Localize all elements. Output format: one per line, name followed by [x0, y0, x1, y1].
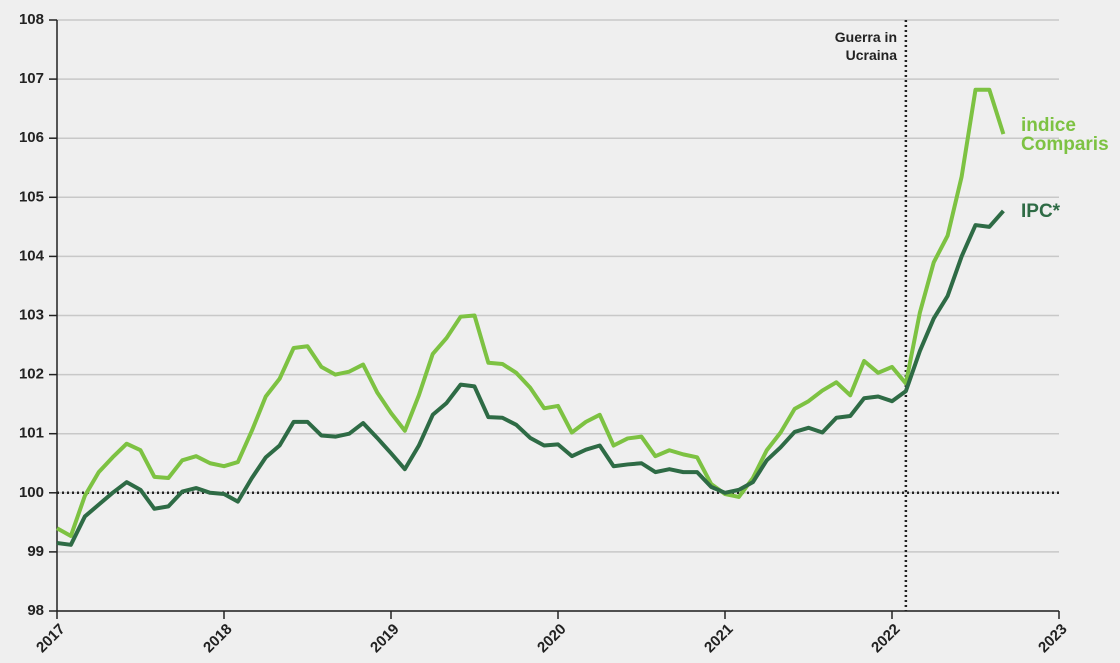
series-line [56, 87, 1006, 538]
y-tick-label: 108 [19, 11, 44, 28]
y-tick-label: 104 [19, 247, 45, 264]
y-tick-label: 100 [19, 484, 44, 501]
series-label: IPC* [1021, 201, 1061, 222]
y-tick-label: 102 [19, 366, 44, 383]
y-tick-label: 98 [27, 602, 44, 619]
y-tick-label: 103 [19, 306, 44, 323]
x-tick-label: 2017 [33, 621, 69, 657]
x-tick-label: 2021 [701, 621, 737, 657]
y-tick-label: 107 [19, 70, 44, 87]
series-label: indice Comparis [1021, 115, 1109, 155]
x-tick-label: 2023 [1035, 621, 1071, 657]
event-label: Guerra in Ucraina [834, 29, 897, 64]
y-tick-label: 105 [19, 188, 44, 205]
y-tick-label: 106 [19, 129, 44, 146]
y-tick-label: 99 [27, 543, 44, 560]
series-line [56, 209, 1005, 547]
y-tick-label: 101 [19, 425, 44, 442]
x-tick-label: 2020 [534, 621, 570, 657]
x-tick-label: 2018 [200, 621, 236, 657]
x-tick-label: 2022 [868, 621, 904, 657]
x-tick-label: 2019 [367, 621, 403, 657]
